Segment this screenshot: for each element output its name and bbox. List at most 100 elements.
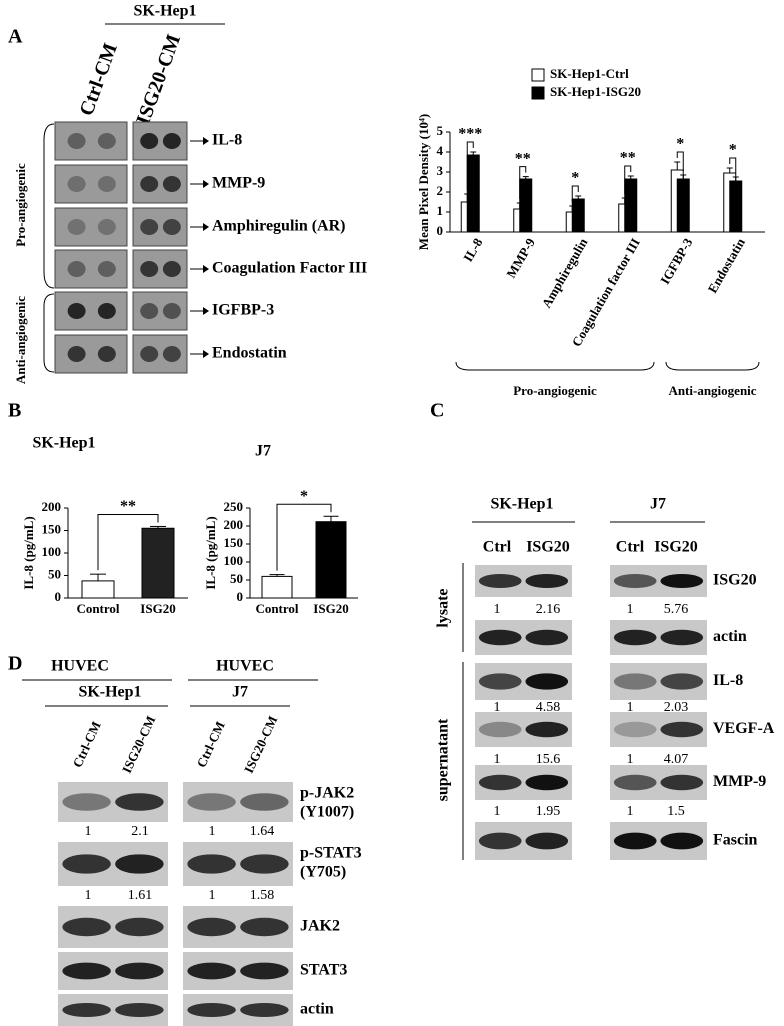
column-label: ISG20-CM: [132, 31, 185, 127]
blot-band: [478, 573, 522, 589]
blot-band: [613, 573, 657, 589]
blot-spot: [162, 133, 181, 149]
x-tick-label: Control: [76, 601, 119, 616]
row-label: p-STAT3: [300, 845, 362, 862]
column-label: Ctrl-CM: [69, 719, 103, 770]
arrow-head: [203, 223, 209, 231]
group-bracket: [455, 361, 655, 371]
blot-spot: [140, 176, 159, 192]
blot-spot: [140, 133, 159, 149]
column-label: ISG20: [654, 539, 698, 556]
y-tick-label: 200: [42, 499, 62, 514]
group-label: Pro-angiogenic: [513, 383, 597, 398]
blot-spot: [97, 219, 116, 235]
significance-bracket: [571, 185, 579, 202]
significance: **: [120, 498, 136, 515]
bar: [466, 154, 480, 233]
ratio: 1: [85, 824, 92, 839]
blot-band: [187, 917, 236, 937]
panel-letter: A: [8, 26, 23, 48]
y-tick-label: 4: [437, 143, 444, 158]
significance: *: [676, 136, 684, 153]
row-label: MMP-9: [713, 773, 766, 790]
y-axis-label: Mean Pixel Density (10⁴): [416, 114, 431, 250]
ratio: 1: [494, 752, 501, 767]
y-tick-label: 100: [224, 553, 244, 568]
group-label: Anti-angiogenic: [13, 296, 28, 384]
row-label: IL-8: [713, 672, 743, 689]
significance: *: [571, 170, 579, 187]
bar: [624, 178, 638, 233]
y-tick-label: 250: [224, 499, 244, 514]
blot-band: [660, 832, 704, 850]
ratio: 4.07: [664, 752, 689, 767]
blot-spot: [97, 346, 116, 362]
blot-spot: [97, 303, 116, 319]
significance-bracket: [97, 513, 159, 571]
blot-spot: [140, 346, 159, 362]
column-label: ISG20: [526, 539, 570, 556]
arrow-head: [203, 137, 209, 145]
blot-band: [62, 854, 111, 874]
bar: [141, 527, 175, 599]
x-tick-label: Amphiregulin: [539, 235, 591, 311]
blot-band: [240, 962, 289, 980]
blot-spot: [140, 261, 159, 277]
cell-line: SK-Hep1: [133, 3, 196, 20]
blot-spot: [97, 176, 116, 192]
row-label: VEGF-A: [713, 720, 775, 737]
significance-bracket: [466, 141, 474, 190]
significance-bracket: [276, 503, 332, 571]
blot-band: [62, 1002, 111, 1018]
blot-band: [115, 917, 164, 937]
y-tick-label: 100: [42, 544, 62, 559]
ratio: 1: [627, 804, 634, 819]
ratio: 5.76: [664, 602, 689, 617]
blot-spot: [67, 346, 86, 362]
blot-band: [525, 673, 569, 690]
y-axis-label: IL-8 (pg/mL): [203, 516, 218, 589]
column-label: Ctrl-CM: [75, 40, 122, 119]
blot-band: [240, 793, 289, 811]
blot-band: [525, 573, 569, 589]
row-label: MMP-9: [212, 175, 265, 192]
ratio: 1.64: [250, 824, 275, 839]
group-bracket: [43, 123, 55, 289]
ratio: 1.95: [536, 804, 561, 819]
row-label: p-JAK2: [300, 785, 354, 802]
x-tick-label: Endostatin: [705, 235, 749, 296]
ratio: 1: [627, 752, 634, 767]
bar: [571, 198, 585, 233]
y-tick-label: 5: [437, 123, 444, 138]
blot-band: [613, 832, 657, 850]
legend-swatch: [531, 86, 545, 100]
y-tick-label: 0: [237, 589, 244, 604]
arrow-head: [203, 265, 209, 273]
arrow-head: [203, 180, 209, 188]
x-tick-label: ISG20: [313, 601, 348, 616]
blot-band: [115, 962, 164, 980]
ratio: 1: [494, 602, 501, 617]
ratio: 1: [494, 804, 501, 819]
blot-band: [62, 793, 111, 811]
blot-spot: [140, 303, 159, 319]
column-label: Ctrl: [483, 539, 512, 556]
significance: ***: [458, 126, 482, 143]
ratio: 2.03: [664, 700, 689, 715]
legend-label: SK-Hep1-Ctrl: [550, 66, 629, 81]
row-label: actin: [713, 628, 747, 645]
ratio: 1: [627, 602, 634, 617]
blot-band: [115, 1002, 164, 1018]
x-tick-label: IGFBP-3: [657, 235, 696, 287]
ratio: 1: [209, 824, 216, 839]
significance-bracket: [729, 157, 737, 173]
bar: [261, 575, 293, 599]
blot: [54, 291, 128, 331]
blot: [54, 164, 128, 204]
row-label: Coagulation Factor III: [212, 260, 367, 277]
blot-band: [478, 832, 522, 850]
row-label: Endostatin: [212, 345, 287, 362]
row-label: STAT3: [300, 962, 347, 979]
x-tick-label: ISG20: [140, 601, 175, 616]
